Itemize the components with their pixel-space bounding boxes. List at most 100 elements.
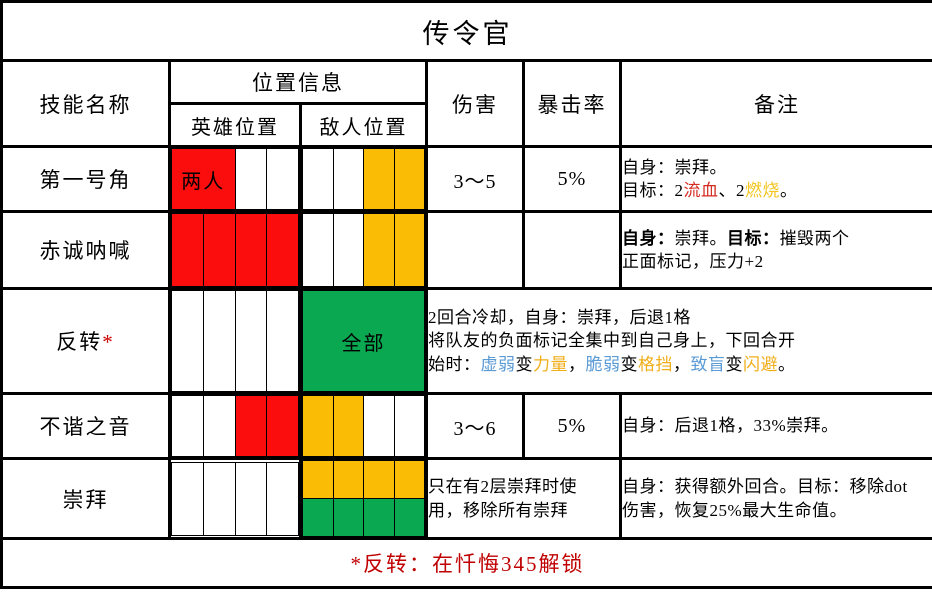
hero-cell[interactable]	[171, 290, 204, 392]
hero-cell[interactable]	[234, 213, 268, 287]
title-row: 传令官	[0, 0, 932, 62]
skill-name-label: 反转	[56, 330, 103, 354]
hero-cell[interactable]	[266, 148, 299, 210]
hero-position-grid	[168, 287, 302, 395]
enemy-cell[interactable]	[393, 213, 425, 287]
note-line: 自身：后退1格，33%崇拜。	[622, 416, 839, 436]
footer-row: *反转：在忏悔345解锁	[0, 537, 932, 589]
enemy-cell[interactable]	[302, 395, 334, 457]
enemy-position-grid	[299, 145, 428, 213]
enemy-cell[interactable]	[302, 460, 334, 499]
note-line: 目标：2流血、2燃烧。	[622, 181, 798, 200]
hero-cell[interactable]	[202, 213, 236, 287]
hero-cell[interactable]: 两人	[171, 148, 236, 210]
condition-cell: 只在有2层崇拜时使 用，移除所有崇拜	[425, 457, 622, 540]
note-line: 伤害，恢复25%最大生命值。	[622, 500, 848, 520]
note-line: 自身：崇拜。	[622, 157, 727, 177]
header-skill-name: 技能名称	[0, 59, 171, 148]
hero-position-grid	[168, 210, 302, 290]
enemy-cell[interactable]	[393, 460, 425, 499]
hero-cell[interactable]	[202, 461, 236, 536]
enemy-cell[interactable]	[332, 148, 364, 210]
hero-cell[interactable]	[234, 148, 268, 210]
weak-token: 虚弱	[480, 354, 516, 374]
header-damage: 伤害	[425, 59, 525, 148]
dodge-token: 闪避	[743, 354, 778, 374]
header-position-info: 位置信息	[168, 59, 428, 105]
hero-cell[interactable]	[202, 290, 236, 392]
enemy-cell[interactable]	[332, 460, 364, 499]
enemy-position-grid	[299, 457, 428, 540]
hero-cell[interactable]	[171, 461, 204, 536]
enemy-cell[interactable]	[302, 213, 334, 287]
hero-cell[interactable]	[234, 290, 268, 392]
table-row: 第一号角 两人 3～5	[0, 145, 932, 213]
strength-token: 力量	[533, 354, 568, 374]
table-row: 不谐之音	[0, 392, 932, 460]
enemy-cell[interactable]	[332, 498, 364, 537]
notes-cell: 自身：获得额外回合。目标：移除dot 伤害，恢复25%最大生命值。	[619, 457, 932, 540]
burn-token: 燃烧	[745, 181, 780, 200]
enemy-cell[interactable]	[332, 395, 364, 457]
damage-value: 3～6	[425, 392, 525, 460]
bleed-token: 流血	[683, 181, 719, 200]
notes-cell: 自身：崇拜。目标：摧毁两个 正面标记，压力+2	[619, 210, 932, 290]
enemy-cell[interactable]	[302, 498, 334, 537]
header-row-sub: 英雄位置 敌人位置	[2, 102, 932, 148]
note-line: 自身：获得额外回合。目标：移除dot	[622, 477, 908, 497]
enemy-cell[interactable]	[393, 148, 425, 210]
skill-name-label: 崇拜	[62, 487, 109, 512]
target-label: 目标：	[727, 228, 780, 248]
enemy-cell[interactable]	[363, 460, 395, 499]
header-row-top: 技能名称 位置信息 伤害 暴击率 备注	[0, 59, 932, 148]
hero-cell[interactable]	[171, 213, 204, 287]
hero-cell[interactable]	[266, 290, 299, 392]
header-crit-rate: 暴击率	[522, 59, 622, 148]
damage-value	[425, 210, 525, 290]
skill-name-label: 第一号角	[39, 168, 132, 192]
skill-name-label: 不谐之音	[39, 415, 132, 439]
enemy-cell[interactable]	[363, 498, 395, 537]
header-hero-position: 英雄位置	[168, 102, 302, 148]
skill-name-cell: 第一号角	[0, 145, 171, 213]
hero-cell[interactable]	[171, 395, 204, 457]
enemy-cell[interactable]	[363, 148, 395, 210]
hero-cell[interactable]	[202, 395, 236, 457]
table-row: 赤诚呐喊	[0, 210, 932, 290]
hero-position-grid: 两人	[168, 145, 302, 213]
blind-token: 致盲	[690, 354, 726, 374]
crit-value: 5%	[522, 392, 622, 460]
self-label: 自身：	[622, 228, 675, 248]
hero-position-grid	[168, 392, 302, 460]
skill-name-cell: 反转*	[0, 287, 171, 395]
enemy-cell[interactable]	[363, 395, 395, 457]
table-row: 崇拜	[0, 457, 932, 540]
skill-name-cell: 赤诚呐喊	[0, 210, 171, 290]
fragile-token: 脆弱	[585, 354, 621, 374]
skill-name-cell: 崇拜	[0, 457, 171, 540]
enemy-position-grid: 全部	[299, 287, 428, 395]
hero-cell[interactable]	[266, 395, 299, 457]
enemy-cell-all[interactable]: 全部	[302, 290, 425, 392]
notes-cell: 自身：崇拜。 目标：2流血、2燃烧。	[619, 145, 932, 213]
enemy-cell[interactable]	[393, 498, 425, 537]
crit-value	[522, 210, 622, 290]
enemy-cell[interactable]	[332, 213, 364, 287]
hero-cell[interactable]	[234, 395, 268, 457]
header-enemy-position: 敌人位置	[299, 102, 428, 148]
note-line: 自身：崇拜。目标：摧毁两个	[622, 228, 850, 248]
hero-position-grid	[168, 457, 302, 540]
notes-cell: 2回合冷却，自身：崇拜，后退1格 将队友的负面标记全集中到自己身上，下回合开 始…	[425, 287, 932, 395]
notes-cell: 自身：后退1格，33%崇拜。	[619, 392, 932, 460]
enemy-cell[interactable]	[363, 213, 395, 287]
enemy-cell[interactable]	[393, 395, 425, 457]
hero-cell[interactable]	[234, 461, 268, 536]
hero-cell[interactable]	[266, 461, 299, 536]
skill-name-cell: 不谐之音	[0, 392, 171, 460]
hero-cell[interactable]	[266, 213, 299, 287]
table-row: 反转* 全部 2回合冷却，自身：崇拜，后退1格	[0, 287, 932, 395]
enemy-cell[interactable]	[302, 148, 334, 210]
damage-value: 3～5	[425, 145, 525, 213]
